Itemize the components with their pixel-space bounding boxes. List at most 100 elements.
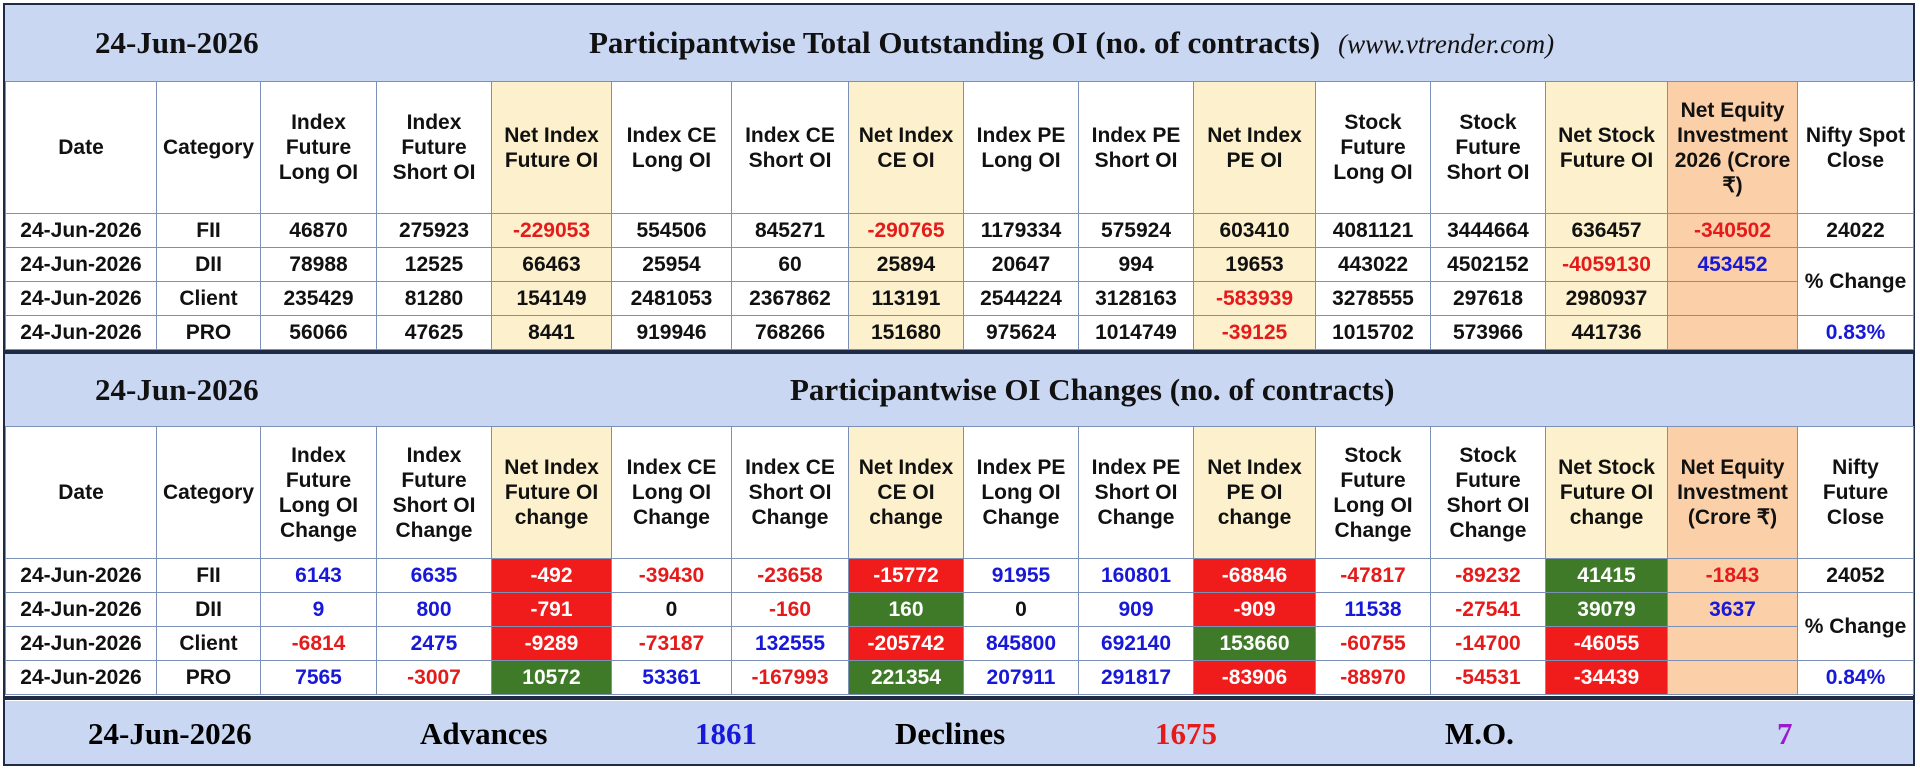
- data-cell: 800: [376, 592, 492, 627]
- column-header: Index Future Long OI Change: [260, 426, 377, 559]
- column-header: Net Equity Investment (Crore ₹): [1667, 426, 1798, 559]
- data-cell: -89232: [1430, 558, 1546, 593]
- data-cell: 845271: [731, 213, 849, 248]
- data-cell: 153660: [1193, 626, 1316, 661]
- section1-title-band: 24-Jun-2026 Participantwise Total Outsta…: [5, 5, 1913, 81]
- section-divider: [5, 350, 1913, 354]
- data-cell: 1015702: [1315, 315, 1431, 350]
- footer-date: 24-Jun-2026: [88, 716, 252, 751]
- data-cell: 132555: [731, 626, 849, 661]
- column-header: Index CE Short OI Change: [731, 426, 849, 559]
- column-header: Index Future Short OI Change: [376, 426, 492, 559]
- data-cell: 221354: [848, 660, 964, 695]
- column-header: Stock Future Short OI Change: [1430, 426, 1546, 559]
- data-cell: 154149: [491, 281, 612, 316]
- data-cell: 1014749: [1078, 315, 1194, 350]
- section1-date: 24-Jun-2026: [95, 25, 259, 60]
- data-cell: -83906: [1193, 660, 1316, 695]
- data-cell: 46870: [260, 213, 377, 248]
- data-cell: -909: [1193, 592, 1316, 627]
- pct-change-value: 0.84%: [1797, 660, 1914, 695]
- data-cell: 909: [1078, 592, 1194, 627]
- equity-investment-cell: [1667, 281, 1798, 316]
- data-cell: -23658: [731, 558, 849, 593]
- data-cell: 2367862: [731, 281, 849, 316]
- data-cell: 91955: [963, 558, 1079, 593]
- data-cell: 9: [260, 592, 377, 627]
- data-cell: 2481053: [611, 281, 732, 316]
- column-header: Index CE Long OI Change: [611, 426, 732, 559]
- market-breadth-footer: 24-Jun-2026 Advances 1861 Declines 1675 …: [5, 701, 1913, 764]
- data-cell: 291817: [1078, 660, 1194, 695]
- row-category: FII: [156, 558, 261, 593]
- row-date: 24-Jun-2026: [5, 247, 157, 282]
- column-header: Stock Future Long OI Change: [1315, 426, 1431, 559]
- data-cell: 575924: [1078, 213, 1194, 248]
- data-cell: 160: [848, 592, 964, 627]
- table-row: 24-Jun-2026 PRO 56066 47625 8441 919946 768266…: [5, 315, 1914, 350]
- row-date: 24-Jun-2026: [5, 213, 157, 248]
- data-cell: 4081121: [1315, 213, 1431, 248]
- data-cell: -68846: [1193, 558, 1316, 593]
- data-cell: 4502152: [1430, 247, 1546, 282]
- section2-title: Participantwise OI Changes (no. of contr…: [790, 372, 1395, 407]
- data-cell: 113191: [848, 281, 964, 316]
- equity-investment-cell: -340502: [1667, 213, 1798, 248]
- data-cell: 994: [1078, 247, 1194, 282]
- data-cell: 60: [731, 247, 849, 282]
- data-cell: 207911: [963, 660, 1079, 695]
- data-cell: 919946: [611, 315, 732, 350]
- data-cell: -27541: [1430, 592, 1546, 627]
- data-cell: 56066: [260, 315, 377, 350]
- data-cell: 25954: [611, 247, 732, 282]
- data-cell: 7565: [260, 660, 377, 695]
- data-cell: 975624: [963, 315, 1079, 350]
- row-category: PRO: [156, 315, 261, 350]
- column-header: Stock Future Long OI: [1315, 81, 1431, 214]
- column-header: Net Stock Future OI: [1545, 81, 1668, 214]
- section1-title: Participantwise Total Outstanding OI (no…: [589, 25, 1554, 61]
- equity-investment-cell: 453452: [1667, 247, 1798, 282]
- data-cell: -229053: [491, 213, 612, 248]
- data-cell: 1179334: [963, 213, 1079, 248]
- data-cell: 768266: [731, 315, 849, 350]
- column-header: Category: [156, 81, 261, 214]
- data-cell: -160: [731, 592, 849, 627]
- column-header: Nifty Future Close: [1797, 426, 1914, 559]
- row-date: 24-Jun-2026: [5, 592, 157, 627]
- equity-investment-cell: 3637: [1667, 592, 1798, 627]
- data-cell: -39430: [611, 558, 732, 593]
- data-cell: 39079: [1545, 592, 1668, 627]
- data-cell: 41415: [1545, 558, 1668, 593]
- column-header: Date: [5, 426, 157, 559]
- data-cell: 3278555: [1315, 281, 1431, 316]
- data-cell: -205742: [848, 626, 964, 661]
- column-header: Net Index CE OI change: [848, 426, 964, 559]
- site-url: (www.vtrender.com): [1338, 29, 1555, 59]
- table-row: 24-Jun-2026 PRO 7565 -3007 10572 53361 -167993…: [5, 660, 1914, 695]
- footer-divider: [5, 696, 1913, 700]
- data-cell: 20647: [963, 247, 1079, 282]
- data-cell: -167993: [731, 660, 849, 695]
- advances-value: 1861: [695, 716, 757, 751]
- table-row: 24-Jun-2026 DII 9 800 -791 0 -160 160 0 909 -909 11…: [5, 592, 1914, 661]
- nifty-close-value: 24052: [1797, 558, 1914, 593]
- pct-change-value: 0.83%: [1797, 315, 1914, 350]
- section1-title-text: Participantwise Total Outstanding OI (no…: [589, 25, 1321, 60]
- data-cell: -290765: [848, 213, 964, 248]
- data-cell: 2475: [376, 626, 492, 661]
- equity-investment-cell: [1667, 315, 1798, 350]
- data-cell: 603410: [1193, 213, 1316, 248]
- column-header: Stock Future Short OI: [1430, 81, 1546, 214]
- data-cell: 10572: [491, 660, 612, 695]
- data-cell: 47625: [376, 315, 492, 350]
- data-cell: 19653: [1193, 247, 1316, 282]
- data-cell: 275923: [376, 213, 492, 248]
- declines-value: 1675: [1155, 716, 1217, 751]
- data-cell: 81280: [376, 281, 492, 316]
- data-cell: -47817: [1315, 558, 1431, 593]
- data-cell: 2980937: [1545, 281, 1668, 316]
- data-cell: -46055: [1545, 626, 1668, 661]
- data-cell: -492: [491, 558, 612, 593]
- table-row: 24-Jun-2026 FII 46870 275923 -229053 554506 84…: [5, 213, 1914, 248]
